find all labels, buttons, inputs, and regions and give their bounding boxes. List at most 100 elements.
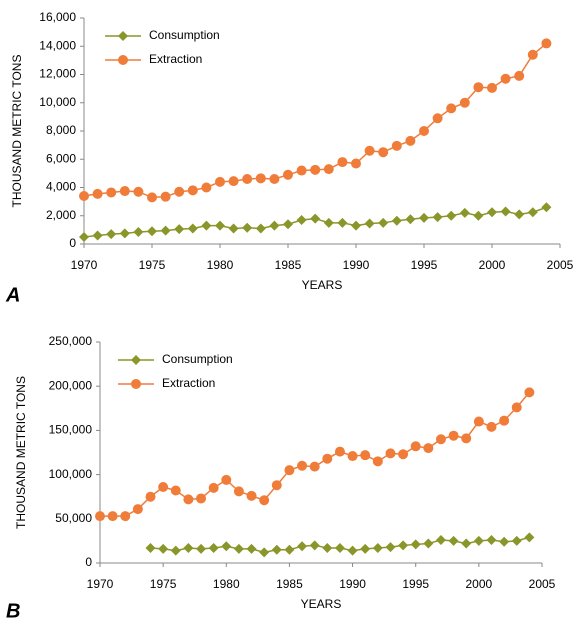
circle-marker xyxy=(132,504,143,515)
y-tick-label: 4,000 xyxy=(46,180,76,194)
diamond-marker xyxy=(500,206,511,217)
circle-marker xyxy=(473,416,484,427)
diamond-marker xyxy=(524,532,535,543)
diamond-marker xyxy=(196,543,207,554)
circle-marker xyxy=(170,485,181,496)
x-tick-label: 1990 xyxy=(343,258,370,272)
legend-marker xyxy=(118,31,128,41)
circle-marker xyxy=(106,187,117,198)
diamond-marker xyxy=(255,223,266,234)
circle-marker xyxy=(174,186,185,197)
circle-marker xyxy=(120,511,131,522)
circle-marker xyxy=(297,460,308,471)
circle-marker xyxy=(221,474,232,485)
circle-marker xyxy=(259,495,270,506)
circle-marker xyxy=(107,511,118,522)
diamond-marker xyxy=(246,543,257,554)
circle-marker xyxy=(269,174,280,185)
x-tick-label: 1980 xyxy=(213,577,240,591)
circle-marker xyxy=(378,147,389,158)
diamond-marker xyxy=(145,542,156,553)
diamond-marker xyxy=(174,224,185,235)
circle-marker xyxy=(284,465,295,476)
circle-marker xyxy=(242,174,253,185)
circle-marker xyxy=(183,494,194,505)
x-tick-label: 1980 xyxy=(207,258,234,272)
circle-marker xyxy=(208,482,219,493)
legend-marker xyxy=(118,55,128,65)
y-tick-label: 200,000 xyxy=(49,378,93,392)
y-tick-label: 6,000 xyxy=(46,151,76,165)
diamond-marker xyxy=(364,218,375,229)
diamond-marker xyxy=(158,543,169,554)
circle-marker xyxy=(511,402,522,413)
y-tick-label: 0 xyxy=(85,555,92,569)
circle-marker xyxy=(201,182,212,193)
circle-marker xyxy=(283,169,293,180)
circle-marker xyxy=(541,38,552,49)
diamond-marker xyxy=(119,228,130,239)
y-tick-label: 8,000 xyxy=(46,123,76,137)
panel-label: A xyxy=(5,284,20,306)
circle-marker xyxy=(398,449,409,460)
circle-marker xyxy=(435,434,446,445)
circle-marker xyxy=(334,446,345,457)
diamond-marker xyxy=(385,542,396,553)
circle-marker xyxy=(255,173,266,184)
diamond-marker xyxy=(461,538,472,549)
y-tick-label: 2,000 xyxy=(46,208,76,222)
diamond-marker xyxy=(170,545,181,556)
circle-marker xyxy=(500,73,511,84)
legend-marker xyxy=(131,355,141,365)
circle-marker xyxy=(215,176,225,187)
circle-marker xyxy=(372,456,383,467)
diamond-marker xyxy=(405,214,416,225)
x-tick-label: 1970 xyxy=(87,577,114,591)
diamond-marker xyxy=(310,213,321,224)
diamond-marker xyxy=(296,214,307,225)
diamond-marker xyxy=(309,540,320,551)
diamond-marker xyxy=(334,542,345,553)
y-axis-label: THOUSAND METRIC TONS xyxy=(10,55,24,208)
legend-label: Consumption xyxy=(162,352,233,366)
circle-marker xyxy=(158,481,169,492)
series-line xyxy=(100,391,530,517)
circle-marker xyxy=(514,70,525,81)
diamond-marker xyxy=(486,535,497,546)
legend-label: Extraction xyxy=(162,376,215,390)
circle-marker xyxy=(95,511,105,522)
diamond-marker xyxy=(527,207,538,218)
circle-marker xyxy=(347,451,358,462)
circle-marker xyxy=(228,176,239,187)
circle-marker xyxy=(160,191,171,202)
circle-marker xyxy=(196,493,207,504)
diamond-marker xyxy=(378,217,389,228)
x-tick-label: 1985 xyxy=(275,258,302,272)
diamond-marker xyxy=(215,220,225,231)
diamond-marker xyxy=(201,220,212,231)
diamond-marker xyxy=(337,217,348,228)
diamond-marker xyxy=(398,540,409,551)
diamond-marker xyxy=(432,212,443,223)
circle-marker xyxy=(246,490,257,501)
y-tick-label: 14,000 xyxy=(39,38,76,52)
x-tick-label: 1995 xyxy=(411,258,438,272)
diamond-marker xyxy=(160,225,171,236)
diamond-marker xyxy=(372,542,383,553)
diamond-marker xyxy=(448,535,459,546)
circle-marker xyxy=(527,49,538,60)
x-tick-label: 1975 xyxy=(150,577,177,591)
diamond-marker xyxy=(351,220,361,231)
diamond-marker xyxy=(410,539,421,550)
diamond-marker xyxy=(187,223,198,234)
x-tick-label: 2005 xyxy=(547,258,574,272)
circle-marker xyxy=(92,188,103,199)
circle-marker xyxy=(487,82,497,93)
diamond-marker xyxy=(242,222,253,233)
diamond-marker xyxy=(106,229,117,240)
panel-label: B xyxy=(6,600,20,622)
circle-marker xyxy=(405,135,416,146)
circle-marker xyxy=(79,190,89,201)
circle-marker xyxy=(423,443,434,454)
x-tick-label: 1970 xyxy=(71,258,98,272)
